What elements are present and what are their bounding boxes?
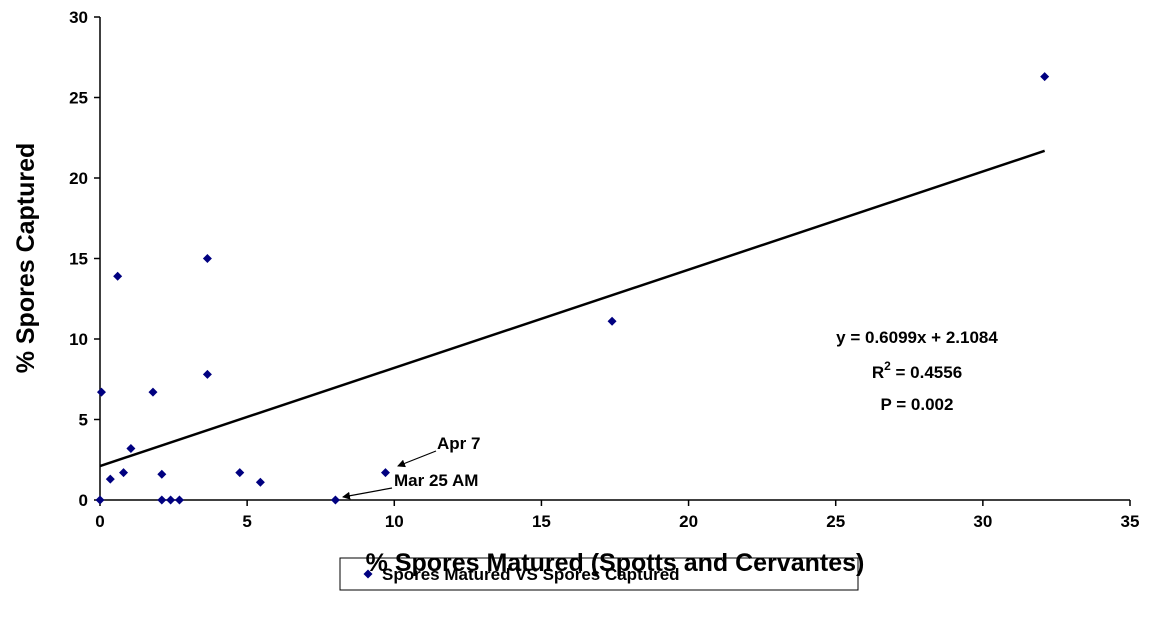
y-axis-title: % Spores Captured — [12, 143, 40, 374]
point — [255, 477, 265, 487]
x-tick-label: 5 — [242, 512, 251, 531]
y-tick-label: 5 — [79, 411, 88, 430]
point — [174, 495, 184, 505]
legend-label: Spores Matured VS Spores Captured — [382, 565, 680, 584]
point — [157, 495, 167, 505]
p-value: P = 0.002 — [881, 395, 954, 414]
point — [202, 369, 212, 379]
x-tick-label: 30 — [973, 512, 992, 531]
y-tick-label: 20 — [69, 169, 88, 188]
point — [157, 469, 167, 479]
r-symbol: R — [872, 363, 884, 382]
x-tick-label: 25 — [826, 512, 845, 531]
point — [235, 468, 245, 478]
x-tick-label: 10 — [385, 512, 404, 531]
r-squared: R2 = 0.4556 — [872, 359, 962, 382]
legend-marker — [363, 569, 373, 579]
r-exponent: 2 — [884, 359, 891, 373]
y-tick-label: 30 — [69, 8, 88, 27]
x-tick-label: 15 — [532, 512, 551, 531]
point — [126, 443, 136, 453]
point — [95, 495, 105, 505]
r-value: = 0.4556 — [891, 363, 962, 382]
point — [166, 495, 176, 505]
y-tick-label: 15 — [69, 250, 88, 269]
trend-equation: y = 0.6099x + 2.1084 — [836, 328, 998, 347]
point — [380, 468, 390, 478]
annotation: Mar 25 AM — [394, 471, 478, 490]
y-tick-label: 10 — [69, 330, 88, 349]
y-tick-label: 25 — [69, 89, 88, 108]
point — [96, 387, 106, 397]
legend-box — [339, 557, 859, 591]
x-axis-title: % Spores Matured (Spotts and Cervantes) — [366, 549, 865, 577]
annotation: Apr 7 — [437, 434, 480, 453]
point — [330, 495, 340, 505]
point — [105, 474, 115, 484]
point — [1040, 72, 1050, 82]
y-tick-label: 0 — [79, 491, 88, 510]
point — [202, 254, 212, 263]
point — [607, 316, 617, 326]
annotation-arrow — [397, 450, 437, 468]
annotation-arrow — [342, 487, 393, 500]
trendline — [99, 149, 1046, 468]
x-tick-label: 20 — [679, 512, 698, 531]
point — [148, 387, 158, 397]
x-tick-label: 35 — [1121, 512, 1140, 531]
point — [113, 271, 123, 281]
x-tick-label: 0 — [95, 512, 104, 531]
point — [119, 468, 129, 478]
